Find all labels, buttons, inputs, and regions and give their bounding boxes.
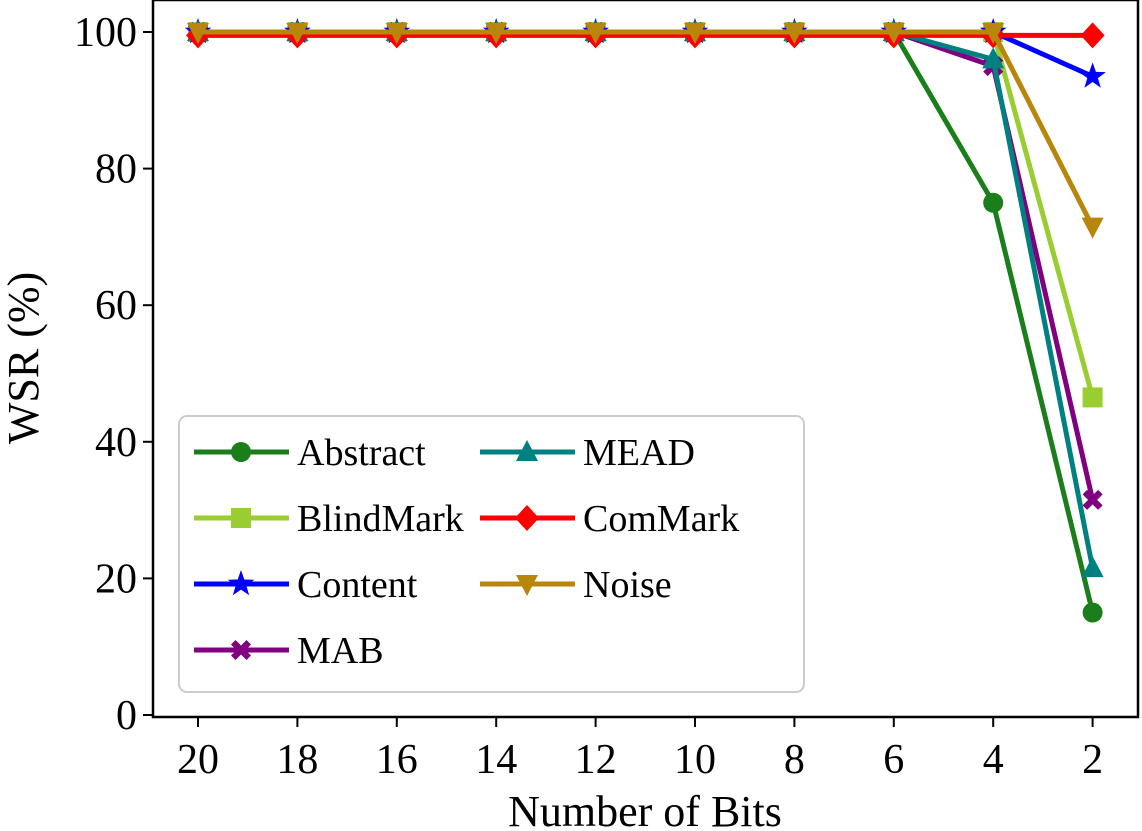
legend-item-noise: Noise xyxy=(480,564,672,606)
legend-item-content: Content xyxy=(194,564,418,606)
x-tick-label: 6 xyxy=(883,737,904,783)
plot-frame xyxy=(151,0,1140,719)
data-point-noise xyxy=(982,23,1005,44)
legend-item-mab: MAB xyxy=(194,630,384,672)
series-layer xyxy=(184,18,1106,623)
x-tick-label: 20 xyxy=(177,737,219,783)
x-tick-label: 4 xyxy=(983,737,1004,783)
y-tick-label: 40 xyxy=(95,420,137,466)
legend-marker-mab xyxy=(231,640,251,660)
x-tick-label: 10 xyxy=(674,737,716,783)
x-axis: 20 18 16 14 12 10 8 6 4 2 xyxy=(177,717,1103,783)
data-point-noise xyxy=(1081,217,1104,239)
y-tick-label: 100 xyxy=(74,10,137,56)
legend-item-commark: ComMark xyxy=(480,498,739,540)
data-point-noise xyxy=(385,23,408,44)
data-point-noise xyxy=(584,23,607,44)
data-point-mead xyxy=(982,47,1005,69)
x-tick-label: 18 xyxy=(276,737,318,783)
legend-label-content: Content xyxy=(297,564,418,606)
data-point-abstract xyxy=(983,192,1004,213)
legend-marker-abstract xyxy=(231,442,251,462)
x-tick-label: 14 xyxy=(475,737,517,783)
y-tick-label: 60 xyxy=(95,283,137,329)
x-axis-title: Number of Bits xyxy=(508,787,782,831)
legend-label-commark: ComMark xyxy=(583,498,739,540)
legend-label-mead: MEAD xyxy=(583,432,695,474)
legend-label-blindmark: BlindMark xyxy=(297,498,464,540)
data-point-noise xyxy=(187,23,209,44)
data-point-abstract xyxy=(1082,602,1103,623)
series-noise xyxy=(187,23,1104,239)
y-axis: 0 20 40 60 80 100 xyxy=(74,10,153,739)
legend-item-blindmark: BlindMark xyxy=(194,498,464,540)
legend-label-mab: MAB xyxy=(297,630,384,672)
data-point-noise xyxy=(684,23,706,44)
data-point-content xyxy=(1079,62,1106,88)
data-point-noise xyxy=(485,23,508,44)
x-tick-label: 12 xyxy=(575,737,617,783)
series-blindmark xyxy=(188,22,1103,408)
y-axis-title: WSR (%) xyxy=(0,272,48,444)
data-point-blindmark xyxy=(1082,387,1103,408)
legend-label-abstract: Abstract xyxy=(297,432,426,474)
data-point-mead xyxy=(1081,556,1104,578)
y-tick-label: 0 xyxy=(116,693,137,739)
y-tick-label: 80 xyxy=(95,147,137,193)
x-tick-label: 16 xyxy=(376,737,418,783)
series-line-noise xyxy=(198,29,1095,228)
y-tick-label: 20 xyxy=(95,556,137,602)
series-line-blindmark xyxy=(198,29,1096,399)
data-point-noise xyxy=(783,23,806,44)
legend-box xyxy=(178,415,805,693)
legend-item-abstract: Abstract xyxy=(194,432,426,474)
data-point-noise xyxy=(882,23,905,44)
legend: Abstract BlindMark Content MAB MEAD ComMark No… xyxy=(178,415,805,693)
legend-marker-mead xyxy=(516,440,538,461)
data-point-mab xyxy=(1082,489,1103,510)
data-point-noise xyxy=(286,23,309,44)
x-tick-label: 2 xyxy=(1082,737,1103,783)
x-tick-label: 8 xyxy=(784,737,805,783)
legend-marker-blindmark xyxy=(231,508,251,528)
legend-label-noise: Noise xyxy=(583,564,672,606)
legend-marker-commark xyxy=(515,505,539,531)
legend-marker-content xyxy=(227,570,255,596)
legend-item-mead: MEAD xyxy=(480,432,695,474)
legend-marker-noise xyxy=(516,575,538,596)
series-commark xyxy=(186,22,1105,49)
data-point-commark xyxy=(1080,22,1105,49)
